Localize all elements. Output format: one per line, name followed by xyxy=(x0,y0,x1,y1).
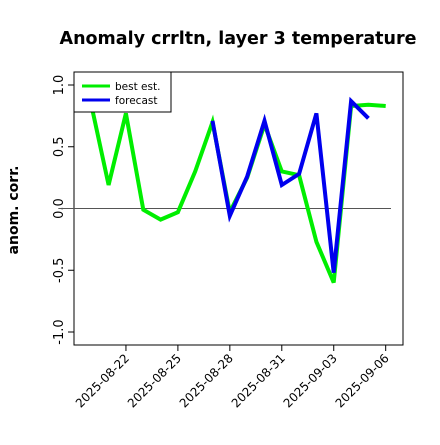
x-tick-label: 2025-08-31 xyxy=(229,351,288,410)
x-axis: 2025-08-222025-08-252025-08-282025-08-31… xyxy=(73,345,392,410)
x-tick-label: 2025-08-28 xyxy=(177,351,236,410)
legend-box xyxy=(73,71,172,113)
chart-title: Anomaly crrltn, layer 3 temperature xyxy=(60,29,417,49)
y-tick-label: 1.0 xyxy=(52,75,67,96)
y-axis-label: anom. corr. xyxy=(6,166,22,255)
x-tick-label: 2025-08-22 xyxy=(73,351,132,410)
series-group xyxy=(89,96,386,284)
x-tick-label: 2025-08-25 xyxy=(125,351,184,410)
x-tick-label: 2025-09-03 xyxy=(281,351,340,410)
x-tick-label: 2025-09-06 xyxy=(333,351,392,410)
y-tick-label: 0.5 xyxy=(52,136,67,157)
y-tick-label: -0.5 xyxy=(52,258,67,283)
series-line-forecast xyxy=(210,96,370,273)
legend-label-best-est: best est. xyxy=(115,81,160,93)
legend: best est. forecast xyxy=(73,71,172,113)
legend-label-forecast: forecast xyxy=(115,95,157,107)
y-axis: -1.0-0.50.00.51.0 xyxy=(52,75,74,345)
y-tick-label: -1.0 xyxy=(52,319,67,344)
